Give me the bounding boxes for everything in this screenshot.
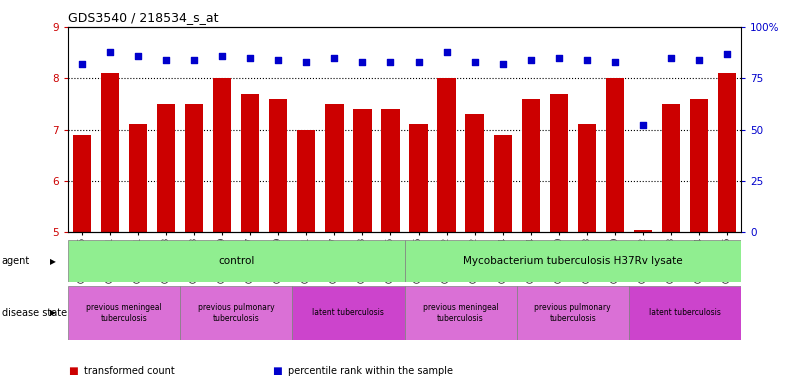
Point [216,53,229,59]
Text: control: control [218,256,255,266]
Point [580,57,593,63]
Point [104,48,117,55]
Bar [690,99,708,232]
Bar [629,286,741,340]
Text: transformed count: transformed count [84,366,175,376]
Text: previous meningeal
tuberculosis: previous meningeal tuberculosis [87,303,162,323]
Point [636,122,649,129]
Point [160,57,173,63]
Text: percentile rank within the sample: percentile rank within the sample [288,366,453,376]
Point [525,57,537,63]
Bar [662,104,680,232]
Bar [718,73,736,232]
Point [75,61,89,67]
Point [441,48,453,55]
Bar [521,99,540,232]
Bar [297,130,316,232]
Bar [381,109,400,232]
Bar [405,286,517,340]
Bar [213,78,231,232]
Bar [241,94,260,232]
Bar [634,230,652,232]
Text: Mycobacterium tuberculosis H37Rv lysate: Mycobacterium tuberculosis H37Rv lysate [463,256,682,266]
Bar [325,104,344,232]
Text: agent: agent [2,256,30,266]
Bar [493,135,512,232]
Bar [269,99,288,232]
Text: ■: ■ [272,366,282,376]
Point [187,57,200,63]
Bar [129,124,147,232]
Text: ■: ■ [68,366,78,376]
Text: latent tuberculosis: latent tuberculosis [312,308,384,318]
Bar [353,109,372,232]
Text: latent tuberculosis: latent tuberculosis [649,308,721,318]
Point [665,55,678,61]
Text: disease state: disease state [2,308,66,318]
Bar [180,286,292,340]
Point [384,59,397,65]
Bar [578,124,596,232]
Bar [409,124,428,232]
Point [328,55,341,61]
Point [720,51,733,57]
Point [553,55,566,61]
Bar [101,73,119,232]
Point [356,59,369,65]
Point [272,57,285,63]
Bar [606,78,624,232]
Bar [405,240,741,282]
Point [413,59,425,65]
Point [244,55,256,61]
Bar [157,104,175,232]
Point [468,59,481,65]
Bar [68,286,180,340]
Bar [185,104,203,232]
Bar [465,114,484,232]
Text: previous pulmonary
tuberculosis: previous pulmonary tuberculosis [534,303,611,323]
Point [609,59,622,65]
Point [497,61,509,67]
Bar [73,135,91,232]
Bar [292,286,405,340]
Bar [517,286,629,340]
Text: ▶: ▶ [50,308,56,318]
Bar [68,240,405,282]
Text: previous meningeal
tuberculosis: previous meningeal tuberculosis [423,303,498,323]
Text: ▶: ▶ [50,257,56,266]
Text: GDS3540 / 218534_s_at: GDS3540 / 218534_s_at [68,11,219,24]
Point [131,53,145,59]
Point [300,59,312,65]
Point [692,57,705,63]
Bar [437,78,456,232]
Bar [549,94,568,232]
Text: previous pulmonary
tuberculosis: previous pulmonary tuberculosis [198,303,275,323]
